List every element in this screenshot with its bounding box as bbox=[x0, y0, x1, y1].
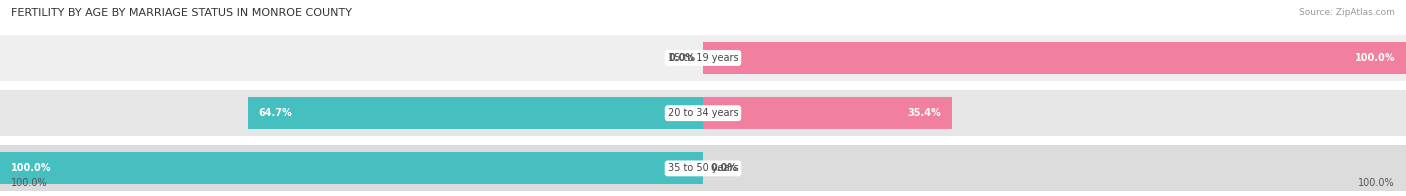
Bar bbox=[247, 97, 703, 129]
Bar bbox=[0, 35, 1406, 81]
Text: 100.0%: 100.0% bbox=[11, 178, 48, 188]
Bar bbox=[703, 97, 952, 129]
Text: 64.7%: 64.7% bbox=[259, 108, 292, 118]
Text: 0.0%: 0.0% bbox=[710, 163, 737, 173]
Bar bbox=[0, 90, 1406, 136]
Text: FERTILITY BY AGE BY MARRIAGE STATUS IN MONROE COUNTY: FERTILITY BY AGE BY MARRIAGE STATUS IN M… bbox=[11, 8, 353, 18]
Text: 35 to 50 years: 35 to 50 years bbox=[668, 163, 738, 173]
Text: 20 to 34 years: 20 to 34 years bbox=[668, 108, 738, 118]
Bar bbox=[0, 145, 1406, 191]
Text: 15 to 19 years: 15 to 19 years bbox=[668, 53, 738, 63]
Bar bbox=[0, 152, 703, 184]
Text: 0.0%: 0.0% bbox=[669, 53, 696, 63]
Text: 35.4%: 35.4% bbox=[907, 108, 942, 118]
Bar bbox=[703, 42, 1406, 74]
Text: Source: ZipAtlas.com: Source: ZipAtlas.com bbox=[1299, 8, 1395, 17]
Text: 100.0%: 100.0% bbox=[10, 163, 51, 173]
Text: 100.0%: 100.0% bbox=[1358, 178, 1395, 188]
Text: 100.0%: 100.0% bbox=[1355, 53, 1395, 63]
